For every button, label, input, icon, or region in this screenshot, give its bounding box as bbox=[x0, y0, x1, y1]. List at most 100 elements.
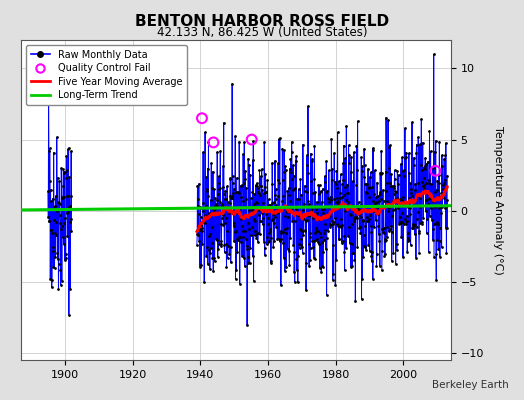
Point bbox=[416, 220, 424, 226]
Point bbox=[379, 198, 388, 204]
Point bbox=[345, 160, 353, 166]
Point bbox=[361, 162, 369, 168]
Point bbox=[60, 241, 68, 247]
Point bbox=[352, 208, 360, 214]
Point bbox=[235, 138, 243, 145]
Point bbox=[297, 191, 305, 198]
Point bbox=[383, 198, 391, 204]
Point bbox=[416, 204, 424, 210]
Point bbox=[276, 135, 284, 141]
Point bbox=[406, 210, 414, 217]
Point bbox=[432, 251, 440, 258]
Point bbox=[54, 286, 63, 292]
Point bbox=[66, 219, 74, 225]
Point bbox=[287, 205, 295, 212]
Point bbox=[370, 167, 379, 174]
Point bbox=[294, 186, 303, 192]
Point bbox=[234, 188, 242, 195]
Point bbox=[196, 214, 205, 220]
Point bbox=[402, 221, 411, 228]
Point bbox=[46, 145, 54, 152]
Point bbox=[401, 216, 409, 222]
Point bbox=[371, 200, 379, 206]
Point bbox=[387, 182, 395, 189]
Point bbox=[378, 248, 386, 254]
Point bbox=[322, 246, 330, 252]
Point bbox=[284, 205, 292, 212]
Point bbox=[62, 210, 71, 216]
Point bbox=[202, 174, 211, 181]
Point bbox=[230, 223, 238, 229]
Point bbox=[384, 200, 392, 206]
Point bbox=[289, 242, 298, 248]
Point bbox=[434, 172, 443, 178]
Point bbox=[425, 180, 433, 186]
Point bbox=[324, 228, 332, 234]
Point bbox=[335, 204, 344, 210]
Point bbox=[64, 146, 72, 152]
Point bbox=[281, 268, 289, 274]
Point bbox=[377, 196, 385, 202]
Point bbox=[223, 205, 232, 211]
Point bbox=[308, 237, 316, 244]
Point bbox=[330, 150, 339, 156]
Point bbox=[439, 186, 447, 192]
Point bbox=[420, 185, 429, 191]
Point bbox=[51, 254, 60, 260]
Point bbox=[216, 221, 225, 227]
Point bbox=[59, 234, 67, 241]
Point bbox=[258, 221, 267, 228]
Point bbox=[359, 218, 367, 224]
Point bbox=[351, 257, 359, 264]
Point bbox=[235, 190, 244, 196]
Point bbox=[209, 168, 217, 175]
Point bbox=[443, 224, 451, 231]
Point bbox=[307, 178, 315, 184]
Point bbox=[253, 189, 261, 196]
Point bbox=[375, 191, 384, 197]
Point bbox=[310, 143, 319, 149]
Point bbox=[339, 177, 347, 183]
Point bbox=[350, 149, 358, 155]
Point bbox=[387, 171, 395, 177]
Point bbox=[197, 262, 205, 268]
Point bbox=[337, 224, 345, 230]
Point bbox=[366, 174, 374, 180]
Point bbox=[44, 188, 52, 195]
Point bbox=[329, 276, 337, 283]
Point bbox=[426, 194, 434, 201]
Point bbox=[310, 238, 318, 244]
Point bbox=[436, 225, 444, 232]
Point bbox=[437, 190, 445, 196]
Point bbox=[434, 245, 442, 252]
Point bbox=[227, 194, 235, 201]
Point bbox=[53, 250, 61, 256]
Point bbox=[49, 150, 58, 156]
Point bbox=[337, 222, 346, 228]
Point bbox=[412, 224, 421, 230]
Point bbox=[309, 243, 317, 250]
Point bbox=[325, 221, 334, 228]
Point bbox=[359, 254, 367, 260]
Point bbox=[383, 224, 391, 230]
Point bbox=[252, 234, 260, 241]
Point bbox=[366, 223, 375, 229]
Point bbox=[207, 160, 215, 166]
Point bbox=[440, 194, 449, 201]
Point bbox=[308, 158, 316, 164]
Point bbox=[257, 173, 265, 180]
Point bbox=[280, 225, 289, 232]
Point bbox=[326, 224, 334, 230]
Point bbox=[229, 190, 237, 196]
Point bbox=[208, 185, 216, 192]
Point bbox=[205, 210, 213, 216]
Point bbox=[228, 173, 237, 180]
Point bbox=[296, 211, 304, 217]
Point bbox=[353, 244, 362, 250]
Point bbox=[433, 219, 441, 225]
Point bbox=[46, 186, 54, 193]
Point bbox=[334, 222, 343, 229]
Point bbox=[400, 221, 409, 227]
Point bbox=[221, 220, 230, 226]
Point bbox=[378, 267, 386, 274]
